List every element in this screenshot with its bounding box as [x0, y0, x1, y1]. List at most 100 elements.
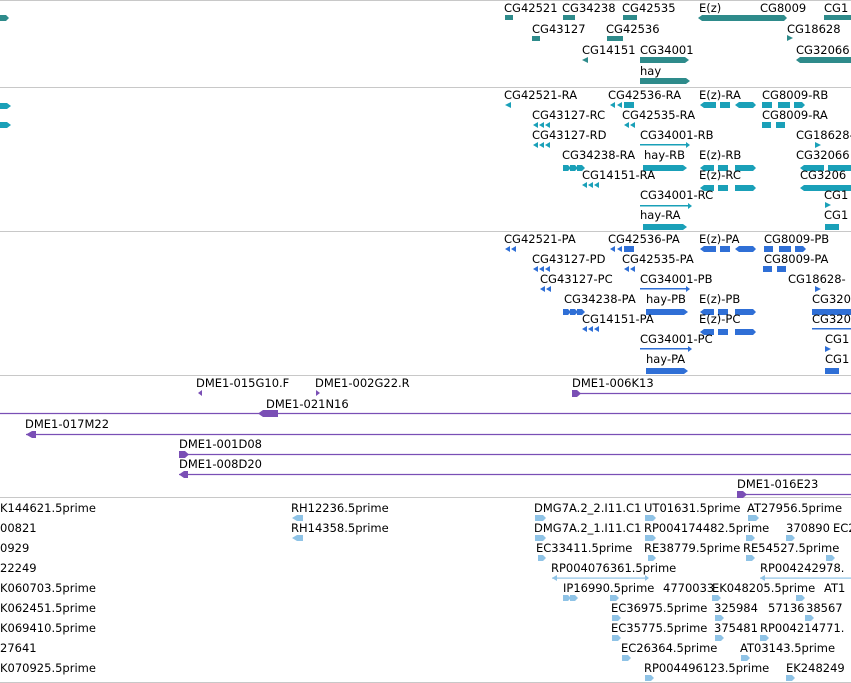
protein-feature	[825, 368, 839, 374]
est-label: RE38779.5prime	[644, 541, 740, 555]
gene-feature	[640, 78, 690, 84]
est-label: RE54527.5prime	[743, 541, 839, 555]
gene-feature	[582, 57, 588, 63]
est-feature	[786, 675, 795, 681]
est-label: K062451.5prime	[0, 601, 96, 615]
est-label: K070925.5prime	[0, 661, 96, 675]
protein-label: CG34001-PB	[640, 272, 713, 286]
transcript-label: CG42521-RA	[504, 88, 577, 102]
gene-feature	[640, 57, 689, 63]
protein-track[interactable]: CG42521-PA CG42536-PA E(z)-PA CG8009-PB …	[504, 232, 851, 374]
est-feature	[760, 635, 769, 641]
transcript-feature	[800, 185, 851, 191]
gene-label: CG42536	[606, 22, 660, 36]
est-label: DMG7A.2_1.I11.C1	[534, 521, 641, 535]
protein-label: CG8009-PB	[764, 232, 829, 246]
est-label: AT27956.5prime	[747, 501, 842, 515]
clone-feature	[179, 451, 189, 458]
protein-label: CG1	[825, 332, 849, 346]
gene-track[interactable]: CG42521 CG34238 CG42535 E(z) CG8009 CG1 …	[0, 1, 851, 84]
clone-label: DME1-008D20	[179, 457, 262, 471]
est-label: DMG7A.2_2.I11.C1	[534, 501, 641, 515]
est-label: EC33411.5prime	[536, 541, 632, 555]
gene-feature	[623, 15, 637, 20]
protein-feature	[825, 346, 831, 352]
protein-feature	[505, 246, 516, 252]
transcript-label: CG8009-RB	[762, 88, 828, 102]
est-label: 0929	[0, 541, 29, 555]
est-feature	[645, 535, 656, 541]
transcript-label: CG34001-RB	[640, 128, 714, 142]
transcript-glyphs	[0, 102, 851, 230]
clone-glyphs	[0, 390, 851, 498]
protein-feature	[582, 326, 599, 332]
protein-label: E(z)-PB	[699, 292, 740, 306]
gene-label: CG34001	[640, 43, 694, 57]
est-feature	[610, 595, 619, 601]
est-label: EC36975.5prime	[611, 601, 707, 615]
protein-label: CG34001-PC	[640, 332, 713, 346]
protein-feature	[646, 309, 688, 315]
clone-label: DME1-016E23	[737, 477, 818, 491]
protein-feature	[812, 309, 851, 315]
gene-feature	[607, 36, 623, 41]
transcript-feature	[640, 205, 690, 207]
gene-label: CG43127	[532, 22, 586, 36]
est-feature	[645, 575, 649, 581]
transcript-label: CG34001-RC	[640, 188, 713, 202]
clone-label: DME1-001D08	[179, 437, 262, 451]
est-label: EC2	[833, 521, 851, 535]
est-feature	[612, 635, 621, 641]
protein-label: CG320	[812, 292, 851, 306]
transcript-feature	[700, 185, 756, 191]
protein-label: hay-PA	[646, 352, 685, 366]
est-feature	[748, 515, 759, 521]
est-feature	[786, 535, 795, 541]
est-label: AT03143.5prime	[740, 641, 835, 655]
transcript-feature	[0, 122, 11, 128]
gene-feature	[0, 15, 9, 21]
gene-label: E(z)	[699, 1, 721, 15]
est-label: 370890	[786, 521, 830, 535]
clone-feature	[737, 491, 747, 498]
est-feature	[292, 535, 303, 541]
clone-track[interactable]: DME1-015G10.F DME1-002G22.R DME1-006K13 …	[0, 376, 851, 498]
protein-feature	[700, 309, 756, 315]
est-feature	[746, 555, 755, 561]
transcript-feature	[563, 165, 585, 171]
clone-labels: DME1-015G10.F DME1-002G22.R DME1-006K13 …	[25, 376, 818, 491]
transcript-feature	[800, 165, 851, 171]
protein-label: CG34238-PA	[564, 292, 636, 306]
transcript-label: CG1	[824, 188, 848, 202]
transcript-label: CG42536-RA	[608, 88, 681, 102]
protein-labels: CG42521-PA CG42536-PA E(z)-PA CG8009-PB …	[504, 232, 851, 366]
est-track[interactable]: K144621.5prime RH12236.5prime DMG7A.2_2.…	[0, 501, 851, 681]
est-label: EK248249	[786, 661, 845, 675]
transcript-feature	[0, 103, 11, 109]
transcript-label: CG34238-RA	[562, 148, 635, 162]
transcript-track[interactable]: CG42521-RA CG42536-RA E(z)-RA CG8009-RB …	[0, 88, 851, 230]
clone-label: DME1-017M22	[25, 417, 109, 431]
gene-label: CG18628	[787, 22, 841, 36]
est-feature	[741, 655, 750, 661]
transcript-feature	[643, 165, 687, 171]
transcript-feature	[582, 182, 599, 188]
gene-feature	[505, 15, 513, 20]
clone-label: DME1-006K13	[572, 376, 654, 390]
est-label: EK048205.5prime	[712, 581, 815, 595]
transcript-feature	[533, 142, 550, 148]
transcript-label: CG18628-	[796, 128, 851, 142]
est-label: AT1	[824, 581, 845, 595]
protein-label: E(z)-PC	[699, 312, 740, 326]
transcript-feature	[640, 144, 688, 146]
transcript-label: hay-RA	[640, 208, 681, 222]
protein-label: CG42521-PA	[504, 232, 576, 246]
protein-label: CG42535-PA	[622, 252, 694, 266]
est-feature	[552, 577, 647, 579]
gene-feature	[563, 15, 575, 20]
protein-feature	[624, 266, 635, 272]
est-feature	[805, 615, 814, 621]
est-feature	[826, 555, 835, 561]
protein-feature	[764, 246, 806, 252]
